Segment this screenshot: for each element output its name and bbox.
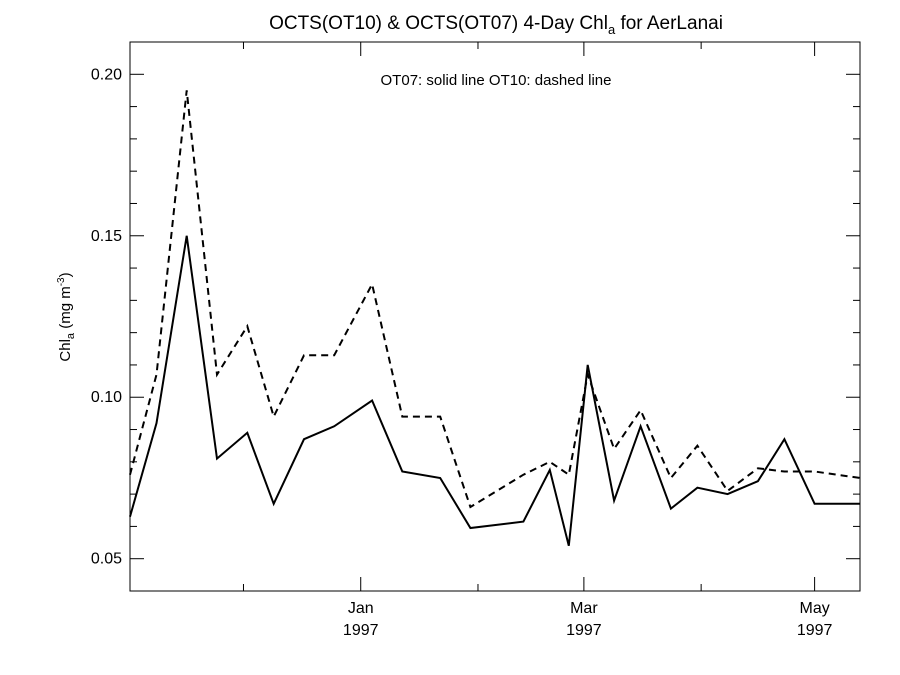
y-axis-label-close: ) xyxy=(57,272,74,277)
y-tick-label: 0.10 xyxy=(91,389,122,406)
y-axis-label: Chla (mg m-3) xyxy=(56,272,77,361)
legend-text: OT07: solid line OT10: dashed line xyxy=(381,72,612,89)
y-tick-label: 0.05 xyxy=(91,551,122,568)
axis-ticks xyxy=(130,42,860,591)
y-tick-label: 0.15 xyxy=(91,228,122,245)
axis-tick-labels: 0.05 0.10 0.15 0.20 Jan 1997 Mar 1997 May 1997 xyxy=(91,66,833,639)
chart-title: OCTS(OT10) & OCTS(OT07) 4-Day Chla for A… xyxy=(269,13,723,37)
y-axis-label-subscript: a xyxy=(65,332,77,339)
y-axis-label-unit: (mg m xyxy=(57,286,74,333)
x-tick-label-year: 1997 xyxy=(343,622,379,639)
x-tick-label-year: 1997 xyxy=(797,622,833,639)
y-axis-label-superscript: -3 xyxy=(56,277,67,286)
chart-title-tail: for AerLanai xyxy=(615,13,723,34)
y-axis-label-main: Chl xyxy=(57,339,74,362)
chart-title-subscript: a xyxy=(608,22,616,37)
plot-frame xyxy=(129,41,861,592)
y-tick-label: 0.20 xyxy=(91,66,122,83)
x-tick-label-year: 1997 xyxy=(566,622,602,639)
chart-title-main: OCTS(OT10) & OCTS(OT07) 4-Day Chl xyxy=(269,13,608,34)
x-tick-label-month: Mar xyxy=(570,600,598,617)
series-layer xyxy=(129,90,861,547)
series-line-ot07 xyxy=(129,235,860,547)
x-tick-label-month: Jan xyxy=(348,600,374,617)
series-line-ot10 xyxy=(129,90,861,509)
x-tick-label-month: May xyxy=(799,600,829,617)
